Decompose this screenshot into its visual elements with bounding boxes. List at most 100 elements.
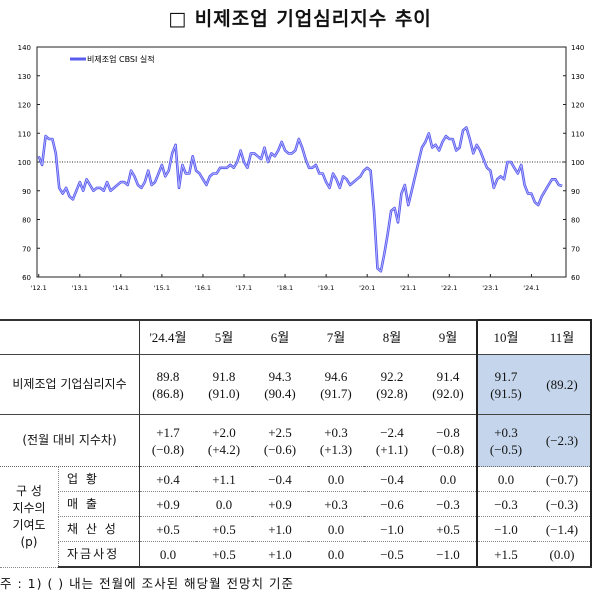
component-cell: (−0.7) [534,466,592,492]
y-tick-label-left: 140 [18,44,31,52]
diff-cell: +0.3 (+1.3) [308,414,364,467]
component-cell: 0.0 [476,466,534,492]
component-cell: −0.5 [364,541,420,568]
y-tick-label-right: 60 [571,274,580,282]
component-label: 채 산 성 [58,516,140,542]
component-cell: +0.5 [196,541,252,568]
cbsi-cell: (89.2) [534,354,592,415]
component-cell: 0.0 [308,466,364,492]
x-tick-label: '15.1 [154,284,170,292]
forecast-value: (89.2) [546,377,578,392]
table-row-component: 자금사정 0.0 +0.5 +1.0 0.0 −0.5 −1.0 +1.5 (0.0) [0,541,592,568]
forecast-value: (−0.8) [151,441,185,457]
cbsi-cell: 91.4 (92.0) [420,354,477,415]
value: +1.7 [156,424,180,440]
series-line-cbsi [37,126,563,273]
forecast-value: (86.8) [152,385,184,401]
component-cell: −0.3 [476,491,534,517]
y-tick-label-left: 130 [18,73,31,81]
x-tick-label: '18.1 [277,284,293,292]
row-label: 비제조업 기업심리지수 [0,354,140,415]
forecast-value: (91.0) [208,385,240,401]
component-cell: +1.1 [196,466,252,492]
x-tick-label: '20.1 [359,284,375,292]
component-label: 업 황 [58,466,140,492]
diff-cell: +2.5 (−0.6) [252,414,308,467]
table-row-component: 매 출 +0.9 0.0 +0.9 +0.3 −0.6 −0.3 −0.3 (−0.3) [0,491,592,517]
header-cell: 9월 [420,319,477,355]
header-cell: 6월 [252,319,308,355]
component-cell: 0.0 [308,516,364,542]
forecast-value: (91.7) [320,385,352,401]
component-cell: +0.5 [420,516,477,542]
component-cell: +0.5 [139,516,196,542]
component-cell: −0.3 [420,491,477,517]
forecast-value: (+1.3) [319,441,353,457]
forecast-value: (92.8) [376,385,408,401]
component-cell: 0.0 [308,541,364,568]
cbsi-line-chart: 60 60 70 70 80 80 90 90 100 100 110 110 120 120 130 130… [18,44,585,292]
group-label-line: 구 성 [16,483,42,498]
cbsi-cell: 94.6 (91.7) [308,354,364,415]
header-cell: '24.4월 [139,319,196,355]
page-title: □ 비제조업 기업심리지수 추이 [168,8,432,30]
x-tick-label: '16.1 [195,284,211,292]
y-tick-label-right: 120 [571,102,584,110]
header-cell: 7월 [308,319,364,355]
value: 92.2 [380,368,404,384]
value: 91.7 [494,368,518,384]
diff-cell: (−2.3) [534,414,592,467]
component-cell: +0.3 [308,491,364,517]
component-cell: −0.6 [364,491,420,517]
diff-cell: +0.3 (−0.5) [476,414,534,467]
header-cell: 10월 [476,319,534,355]
forecast-value: (−0.5) [489,441,523,457]
forecast-value: (+1.1) [375,441,409,457]
x-tick-label: '13.1 [72,284,88,292]
diff-cell: +1.7 (−0.8) [139,414,196,467]
component-cell: +0.9 [252,491,308,517]
x-tick-label: '24.1 [523,284,539,292]
value: 94.3 [268,368,292,384]
value: +2.5 [268,424,292,440]
component-cell: −1.0 [476,516,534,542]
component-cell: (−0.3) [534,491,592,517]
legend-label: 비제조업 CBSI 실적 [87,54,155,64]
component-cell: +0.5 [196,516,252,542]
y-tick-label-right: 100 [571,159,584,167]
forecast-value: (90.4) [264,385,296,401]
component-cell: +0.4 [139,466,196,492]
cbsi-cell: 89.8 (86.8) [139,354,196,415]
footnote: 주 : 1) ( ) 내는 전월에 조사된 해당월 전망치 기준 [0,576,295,591]
value: −0.8 [436,424,460,440]
component-cell: 0.0 [139,541,196,568]
table-row-component: 구 성 지수의 기여도 (p) 업 황 +0.4 +1.1 −0.4 0.0 −0.4 0.0 0.0… [0,466,592,568]
component-label: 자금사정 [58,541,140,568]
value: 91.4 [436,368,460,384]
x-tick-label: '23.1 [482,284,498,292]
y-tick-label-right: 90 [571,188,580,196]
y-tick-label-right: 140 [571,44,584,52]
y-tick-label-left: 90 [22,188,31,196]
forecast-value: (92.0) [432,385,464,401]
diff-cell: +2.0 (+4.2) [196,414,252,467]
component-cell: 0.0 [420,466,477,492]
group-label-line: (p) [20,534,38,549]
y-tick-label-right: 130 [571,73,584,81]
forecast-value: (−2.3) [545,433,579,448]
forecast-value: (−0.8) [431,441,465,457]
component-cell: −1.0 [420,541,477,568]
y-tick-label-left: 120 [18,102,31,110]
chart-legend: 비제조업 CBSI 실적 [70,54,155,64]
forecast-value: (91.5) [490,385,522,401]
header-cell: 11월 [534,319,592,355]
value: 89.8 [156,368,180,384]
row-label: (전월 대비 지수차) [0,414,140,467]
group-label: 구 성 지수의 기여도 (p) [0,466,59,568]
y-tick-label-left: 100 [18,159,31,167]
y-tick-label-left: 60 [22,274,31,282]
x-tick-label: '17.1 [236,284,252,292]
diff-cell: −2.4 (+1.1) [364,414,420,467]
component-cell: 0.0 [196,491,252,517]
y-tick-label-left: 80 [22,217,31,225]
